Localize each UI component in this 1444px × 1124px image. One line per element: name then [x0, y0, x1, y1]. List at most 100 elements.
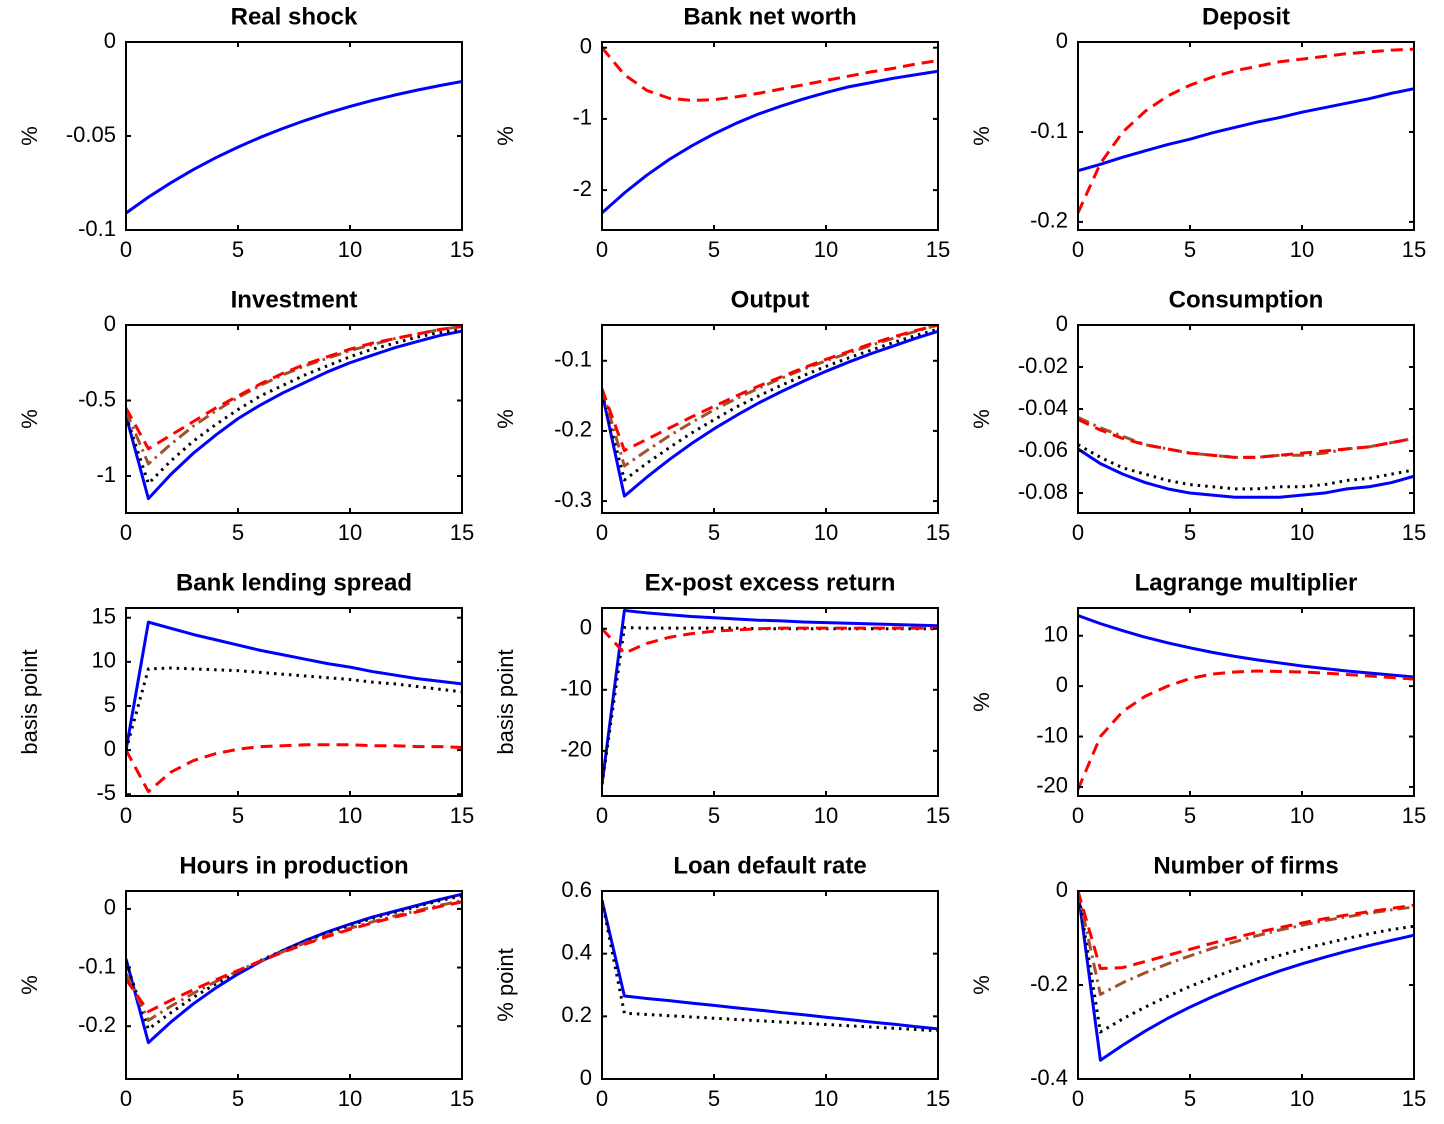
x-tick-label: 15	[450, 237, 474, 262]
x-tick-label: 15	[1402, 237, 1426, 262]
x-tick-label: 5	[708, 237, 720, 262]
y-axis-label: %	[493, 126, 518, 146]
series-line	[1078, 891, 1414, 1034]
chart-title: Real shock	[231, 3, 358, 30]
y-tick-label: -0.1	[78, 216, 116, 241]
y-tick-label: -20	[560, 737, 592, 762]
series-line	[126, 892, 462, 1045]
x-tick-label: 15	[926, 803, 950, 828]
x-tick-label: 10	[1290, 1086, 1314, 1111]
y-tick-label: -20	[1036, 773, 1068, 798]
series-line	[1078, 669, 1414, 791]
y-tick-label: -0.02	[1018, 353, 1068, 378]
x-tick-label: 5	[1184, 1086, 1196, 1111]
y-tick-label: 0	[104, 895, 116, 920]
x-tick-label: 5	[1184, 803, 1196, 828]
lines	[602, 325, 938, 498]
y-tick-label: -0.3	[554, 487, 592, 512]
x-tick-label: 5	[708, 1086, 720, 1111]
axes-box	[125, 324, 463, 514]
y-axis-label: %	[969, 692, 994, 712]
y-tick-label: -5	[96, 780, 116, 805]
y-tick-label: -1	[96, 462, 116, 487]
y-tick-label: 0.6	[561, 877, 592, 902]
plot-area	[126, 42, 462, 230]
subplot: 0 5 10 15 -0.08 -0.06 -0.04 -0.02 0 Consumption%	[969, 286, 1426, 544]
y-tick-label: 0	[1056, 28, 1068, 53]
y-tick-label: -0.1	[78, 953, 116, 978]
x-tick-label: 0	[120, 803, 132, 828]
y-tick-label: -0.1	[1030, 118, 1068, 143]
y-tick-label: 0	[104, 311, 116, 336]
series-line	[126, 80, 462, 215]
x-tick-label: 10	[338, 237, 362, 262]
axes-box	[601, 41, 939, 231]
series-line	[602, 325, 938, 453]
y-tick-label: -0.2	[78, 1012, 116, 1037]
y-axis-label: %	[17, 409, 42, 429]
series-line	[602, 69, 938, 215]
x-tick-label: 15	[450, 803, 474, 828]
chart-title: Bank lending spread	[176, 569, 412, 596]
series-line	[1078, 47, 1414, 214]
lines	[602, 608, 938, 785]
plot-area	[602, 891, 938, 1079]
x-tick-label: 5	[708, 803, 720, 828]
y-tick-label: -0.08	[1018, 479, 1068, 504]
lines	[1078, 891, 1414, 1062]
x-tick-label: 5	[1184, 520, 1196, 545]
y-tick-label: -10	[560, 676, 592, 701]
series-line	[602, 626, 938, 655]
subplot: 0 5 10 15 -0.4 -0.2 0 Number of firms%	[969, 852, 1426, 1110]
x-tick-label: 0	[596, 237, 608, 262]
y-axis-label: %	[969, 409, 994, 429]
y-tick-label: -0.2	[1030, 971, 1068, 996]
y-tick-label: -0.2	[1030, 208, 1068, 233]
y-axis-label: basis point	[17, 649, 42, 754]
y-tick-label: 0	[104, 736, 116, 761]
lines	[602, 900, 938, 1033]
x-tick-label: 15	[1402, 803, 1426, 828]
axes-box	[601, 890, 939, 1080]
x-tick-label: 5	[1184, 237, 1196, 262]
y-tick-label: -0.4	[1030, 1065, 1068, 1090]
x-tick-label: 10	[1290, 803, 1314, 828]
lines	[1078, 47, 1414, 214]
y-axis-label: % point	[493, 948, 518, 1021]
y-tick-label: -10	[1036, 722, 1068, 747]
x-tick-label: 15	[926, 237, 950, 262]
x-tick-label: 15	[926, 520, 950, 545]
y-tick-label: -0.5	[78, 386, 116, 411]
x-tick-label: 10	[1290, 520, 1314, 545]
y-tick-label: 0	[580, 34, 592, 59]
x-tick-label: 5	[232, 520, 244, 545]
x-tick-label: 10	[814, 237, 838, 262]
plot-area	[1078, 891, 1414, 1079]
series-line	[1078, 87, 1414, 173]
x-tick-label: 5	[232, 1086, 244, 1111]
lines	[126, 325, 462, 501]
y-axis-label: basis point	[493, 649, 518, 754]
x-tick-label: 15	[450, 520, 474, 545]
y-axis-label: %	[493, 409, 518, 429]
y-tick-label: 5	[104, 692, 116, 717]
y-tick-label: 0	[1056, 672, 1068, 697]
series-line	[1078, 443, 1414, 491]
y-tick-label: 10	[1044, 622, 1068, 647]
plot-area	[1078, 608, 1414, 796]
y-tick-label: 0	[1056, 877, 1068, 902]
series-line	[1078, 447, 1414, 499]
x-tick-label: 15	[1402, 520, 1426, 545]
x-tick-label: 0	[1072, 803, 1084, 828]
subplot: 0 5 10 15 -20 -10 0 Ex-post excess return basis …	[493, 569, 950, 827]
y-tick-label: 0	[1056, 311, 1068, 336]
chart-title: Loan default rate	[673, 852, 866, 879]
y-tick-label: -0.1	[554, 347, 592, 372]
x-tick-label: 5	[232, 803, 244, 828]
lines	[126, 892, 462, 1045]
series-line	[126, 325, 462, 451]
y-tick-label: 0.4	[561, 939, 592, 964]
subplot: 0 5 10 15 0 0.2 0.4 0.6 Loan default rate % point	[493, 852, 950, 1110]
series-line	[1078, 418, 1414, 459]
